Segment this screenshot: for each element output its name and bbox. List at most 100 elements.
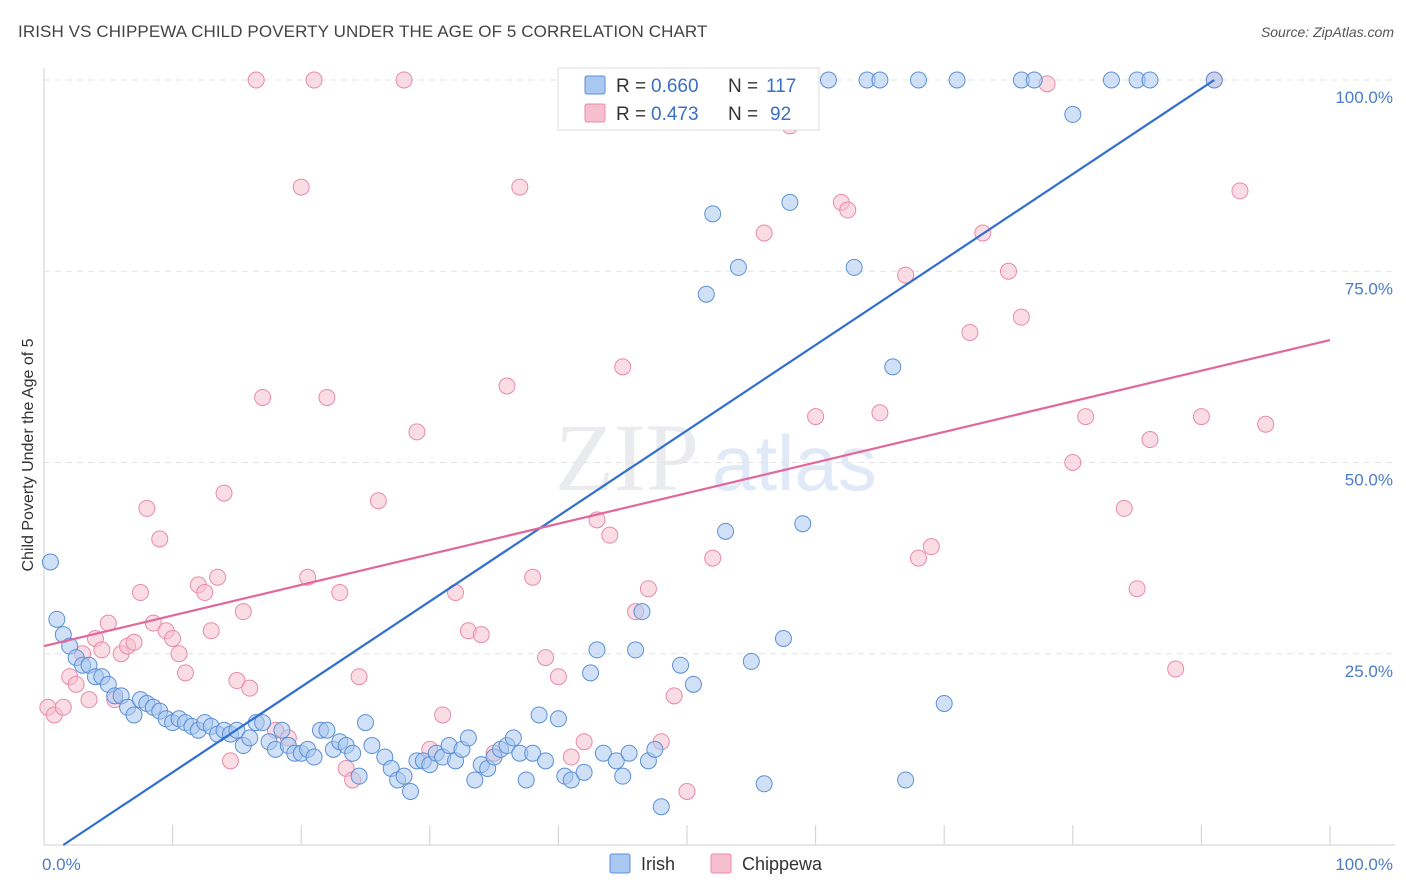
- chippewa-point-43: [369, 492, 387, 510]
- irish-point-104: [781, 193, 799, 211]
- irish-point-54: [395, 767, 413, 785]
- legend-swatch-irish: [584, 75, 606, 95]
- chippewa-point-6: [80, 691, 98, 709]
- chippewa-point-13: [125, 633, 143, 651]
- irish-point-41: [305, 748, 323, 766]
- legend-n-value-chippewa: 92: [770, 104, 791, 125]
- chippewa-point-65: [665, 687, 683, 705]
- irish-point-13: [125, 706, 143, 724]
- irish-point-47: [344, 744, 362, 762]
- axes: [43, 68, 1395, 846]
- irish-point-77: [549, 710, 567, 728]
- irish-point-1: [48, 610, 66, 628]
- irish-point-100: [742, 652, 760, 670]
- chippewa-point-44: [395, 71, 413, 89]
- irish-point-107: [845, 258, 863, 276]
- chippewa-point-87: [1141, 431, 1159, 449]
- chippewa-point-38: [318, 388, 336, 406]
- chippewa-point-50: [472, 626, 490, 644]
- irish-point-73: [517, 771, 535, 789]
- irish-point-91: [652, 798, 670, 816]
- chippewa-point-30: [241, 679, 259, 697]
- chippewa-point-88: [1167, 660, 1185, 678]
- chippewa-point-76: [909, 549, 927, 567]
- bottom-legend-swatch-irish: [609, 853, 631, 874]
- chippewa-point-77: [922, 538, 940, 556]
- y-tick-labels: 25.0% 50.0% 75.0% 100.0%: [1335, 88, 1393, 681]
- irish-point-87: [627, 641, 645, 659]
- trendlines: [43, 79, 1331, 846]
- legend-n-label-chippewa: N =: [728, 104, 758, 125]
- chippewa-point-29: [234, 603, 252, 621]
- bottom-legend-label-irish: Irish: [641, 854, 675, 874]
- y-axis-title: Child Poverty Under the Age of 5: [20, 338, 37, 571]
- chippewa-point-28: [228, 672, 246, 690]
- chippewa-point-58: [575, 733, 593, 751]
- irish-point-84: [607, 752, 625, 770]
- chippewa-point-24: [202, 622, 220, 640]
- legend-swatch-chippewa: [584, 103, 606, 123]
- y-tick-label-2: 75.0%: [1345, 279, 1393, 298]
- chippewa-point-20: [170, 645, 188, 663]
- irish-point-36: [273, 721, 291, 739]
- irish-point-64: [459, 729, 477, 747]
- irish-point-98: [717, 522, 735, 540]
- irish-point-0: [41, 553, 59, 571]
- irish-point-33: [254, 714, 272, 732]
- chippewa-point-14: [131, 584, 149, 602]
- irish-point-85: [614, 767, 632, 785]
- irish-point-50: [363, 737, 381, 755]
- watermark-zip: ZIP: [555, 404, 699, 511]
- irish-point-43: [318, 721, 336, 739]
- legend-n-label-irish: N =: [728, 76, 758, 97]
- chippewa-point-47: [434, 706, 452, 724]
- chippewa-point-19: [164, 629, 182, 647]
- bottom-legend-label-chippewa: Chippewa: [742, 854, 823, 874]
- chart-source: Source: ZipAtlas.com: [1260, 24, 1394, 40]
- irish-point-71: [504, 729, 522, 747]
- irish-point-96: [697, 285, 715, 303]
- irish-point-99: [729, 258, 747, 276]
- irish-point-103: [774, 629, 792, 647]
- irish-point-105: [794, 515, 812, 533]
- chippewa-point-78: [961, 323, 979, 341]
- chippewa-point-61: [614, 358, 632, 376]
- y-tick-label-3: 100.0%: [1335, 88, 1393, 107]
- irish-point-113: [935, 694, 953, 712]
- chippewa-point-55: [537, 649, 555, 667]
- chippewa-point-8: [93, 641, 111, 659]
- irish-point-79: [562, 771, 580, 789]
- chippewa-point-60: [601, 526, 619, 544]
- gridlines: [44, 79, 1395, 655]
- chippewa-point-53: [511, 178, 529, 196]
- chippewa-point-26: [215, 484, 233, 502]
- chippewa-point-21: [176, 664, 194, 682]
- chippewa-point-63: [639, 580, 657, 598]
- chippewa-point-71: [807, 408, 825, 426]
- irish-point-117: [1064, 105, 1082, 123]
- irish-point-82: [588, 641, 606, 659]
- irish-point-114: [948, 71, 966, 89]
- irish-point-116: [1025, 71, 1043, 89]
- chippewa-point-32: [254, 388, 272, 406]
- chippewa-point-25: [209, 568, 227, 586]
- chippewa-point-85: [1115, 499, 1133, 517]
- chippewa-point-81: [1012, 308, 1030, 326]
- legend-bottom: Irish Chippewa: [609, 853, 823, 874]
- chippewa-point-74: [871, 404, 889, 422]
- chippewa-point-27: [221, 752, 239, 770]
- irish-point-97: [704, 205, 722, 223]
- irish-point-112: [909, 71, 927, 89]
- chippewa-point-45: [408, 423, 426, 441]
- chippewa-point-36: [299, 568, 317, 586]
- chippewa-point-4: [67, 675, 85, 693]
- irish-point-49: [357, 714, 374, 732]
- irish-point-101: [755, 775, 773, 793]
- irish-point-75: [530, 706, 548, 724]
- chippewa-trendline: [43, 339, 1331, 648]
- irish-point-120: [1141, 71, 1159, 89]
- irish-point-118: [1102, 71, 1120, 89]
- chippewa-point-39: [331, 584, 349, 602]
- chippewa-point-15: [138, 499, 156, 517]
- chippewa-points: [39, 71, 1275, 800]
